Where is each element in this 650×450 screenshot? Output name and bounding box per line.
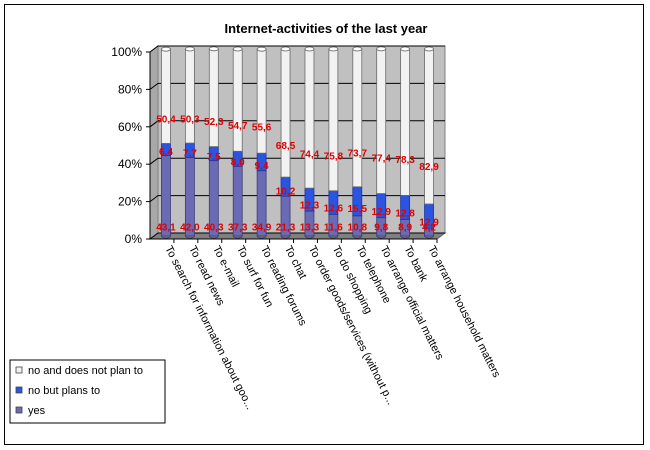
bar-cap: [400, 46, 411, 52]
data-label: 12,9: [419, 217, 439, 228]
data-label: 7,7: [183, 149, 197, 160]
y-tick-label: 80%: [118, 82, 142, 96]
bar-segment-no-and-does-not-plan-to: [184, 48, 195, 144]
bar-segment-no-and-does-not-plan-to: [304, 48, 315, 189]
data-label: 34,9: [252, 222, 272, 233]
data-label: 15,5: [348, 204, 368, 215]
legend-swatch: [15, 406, 23, 414]
bar-base: [256, 235, 267, 239]
bar-cap: [304, 46, 315, 52]
data-label: 8,0: [231, 157, 245, 168]
data-label: 37,3: [228, 222, 248, 233]
bar-cap: [328, 46, 339, 52]
y-tick-label: 100%: [111, 45, 142, 59]
legend-swatch: [15, 386, 23, 394]
data-label: 52,3: [204, 117, 224, 128]
data-label: 8,9: [398, 222, 412, 233]
bar-cap: [352, 46, 363, 52]
data-label: 13,3: [300, 222, 320, 233]
gridline: [149, 45, 445, 53]
bar-base: [208, 235, 219, 239]
bar-cap: [161, 46, 171, 52]
chart-title: Internet-activities of the last year: [224, 21, 427, 36]
bar-cap: [232, 46, 243, 52]
bar-base: [161, 235, 171, 239]
data-label: 73,7: [348, 148, 368, 159]
legend-label: no but plans to: [28, 385, 100, 397]
data-label: 21,3: [276, 222, 296, 233]
data-label: 78,3: [395, 155, 415, 166]
bar-base: [184, 235, 195, 239]
bar-segment-no-and-does-not-plan-to: [256, 48, 267, 154]
gridline: [149, 195, 445, 203]
data-label: 50,4: [156, 115, 176, 126]
data-label: 9,8: [374, 222, 388, 233]
y-tick-label: 0%: [125, 232, 143, 246]
data-label: 12,9: [371, 207, 391, 218]
bar-segment-no-and-does-not-plan-to: [400, 48, 411, 196]
plot-side-wall: [149, 45, 159, 240]
data-label: 75,8: [324, 152, 344, 163]
bar-base: [232, 235, 243, 239]
data-label: 68,5: [276, 141, 296, 152]
bar-cap: [256, 46, 267, 52]
legend-swatch: [15, 366, 23, 374]
bar-cap: [376, 46, 387, 52]
data-label: 55,6: [252, 122, 272, 133]
data-label: 4,2: [422, 222, 436, 233]
data-label: 50,3: [180, 114, 200, 125]
bar-base: [400, 235, 411, 239]
data-label: 9,4: [255, 161, 269, 172]
data-label: 40,3: [204, 222, 224, 233]
bar-base: [304, 235, 315, 239]
legend-label: no and does not plan to: [28, 365, 143, 377]
bar-cap: [184, 46, 195, 52]
bar-segment-no-and-does-not-plan-to: [352, 48, 363, 188]
y-tick-label: 40%: [118, 157, 142, 171]
data-label: 10,2: [276, 186, 296, 197]
data-label: 10,8: [348, 222, 368, 233]
data-label: 43,1: [156, 222, 176, 233]
legend-box: [9, 359, 166, 424]
bar-base: [376, 235, 387, 239]
gridline: [149, 82, 445, 90]
data-label: 54,7: [228, 121, 248, 132]
x-category-label: To chat: [282, 244, 309, 281]
bar-base: [352, 235, 363, 239]
bar-segment-no-and-does-not-plan-to: [376, 48, 387, 194]
y-tick-label: 60%: [118, 120, 142, 134]
bar-segment-no-and-does-not-plan-to: [328, 48, 339, 192]
bar-segment-no-and-does-not-plan-to: [424, 48, 434, 205]
bar-segment-no-and-does-not-plan-to: [208, 48, 219, 148]
bar-segment-no-and-does-not-plan-to: [161, 48, 171, 144]
bar-base: [280, 235, 291, 239]
bar-segment-no-and-does-not-plan-to: [232, 48, 243, 152]
legend-label: yes: [28, 405, 46, 417]
data-label: 82,9: [419, 162, 439, 173]
data-label: 42,0: [180, 222, 200, 233]
bar-cap: [424, 46, 434, 52]
bar-segment-no-and-does-not-plan-to: [280, 48, 291, 178]
data-label: 6,4: [159, 147, 173, 158]
data-label: 12,3: [300, 201, 320, 212]
data-label: 12,6: [324, 204, 344, 215]
data-label: 77,4: [371, 154, 391, 165]
data-label: 12,8: [395, 209, 415, 220]
data-label: 11,6: [324, 222, 343, 233]
bar-cap: [208, 46, 219, 52]
y-tick-label: 20%: [118, 195, 142, 209]
bar-base: [328, 235, 339, 239]
gridline: [149, 157, 445, 165]
data-label: 74,4: [300, 150, 320, 161]
gridline: [149, 120, 445, 128]
bar-base: [424, 235, 434, 239]
data-label: 7,5: [207, 152, 221, 163]
gridline: [149, 232, 445, 240]
bar-cap: [280, 46, 291, 52]
